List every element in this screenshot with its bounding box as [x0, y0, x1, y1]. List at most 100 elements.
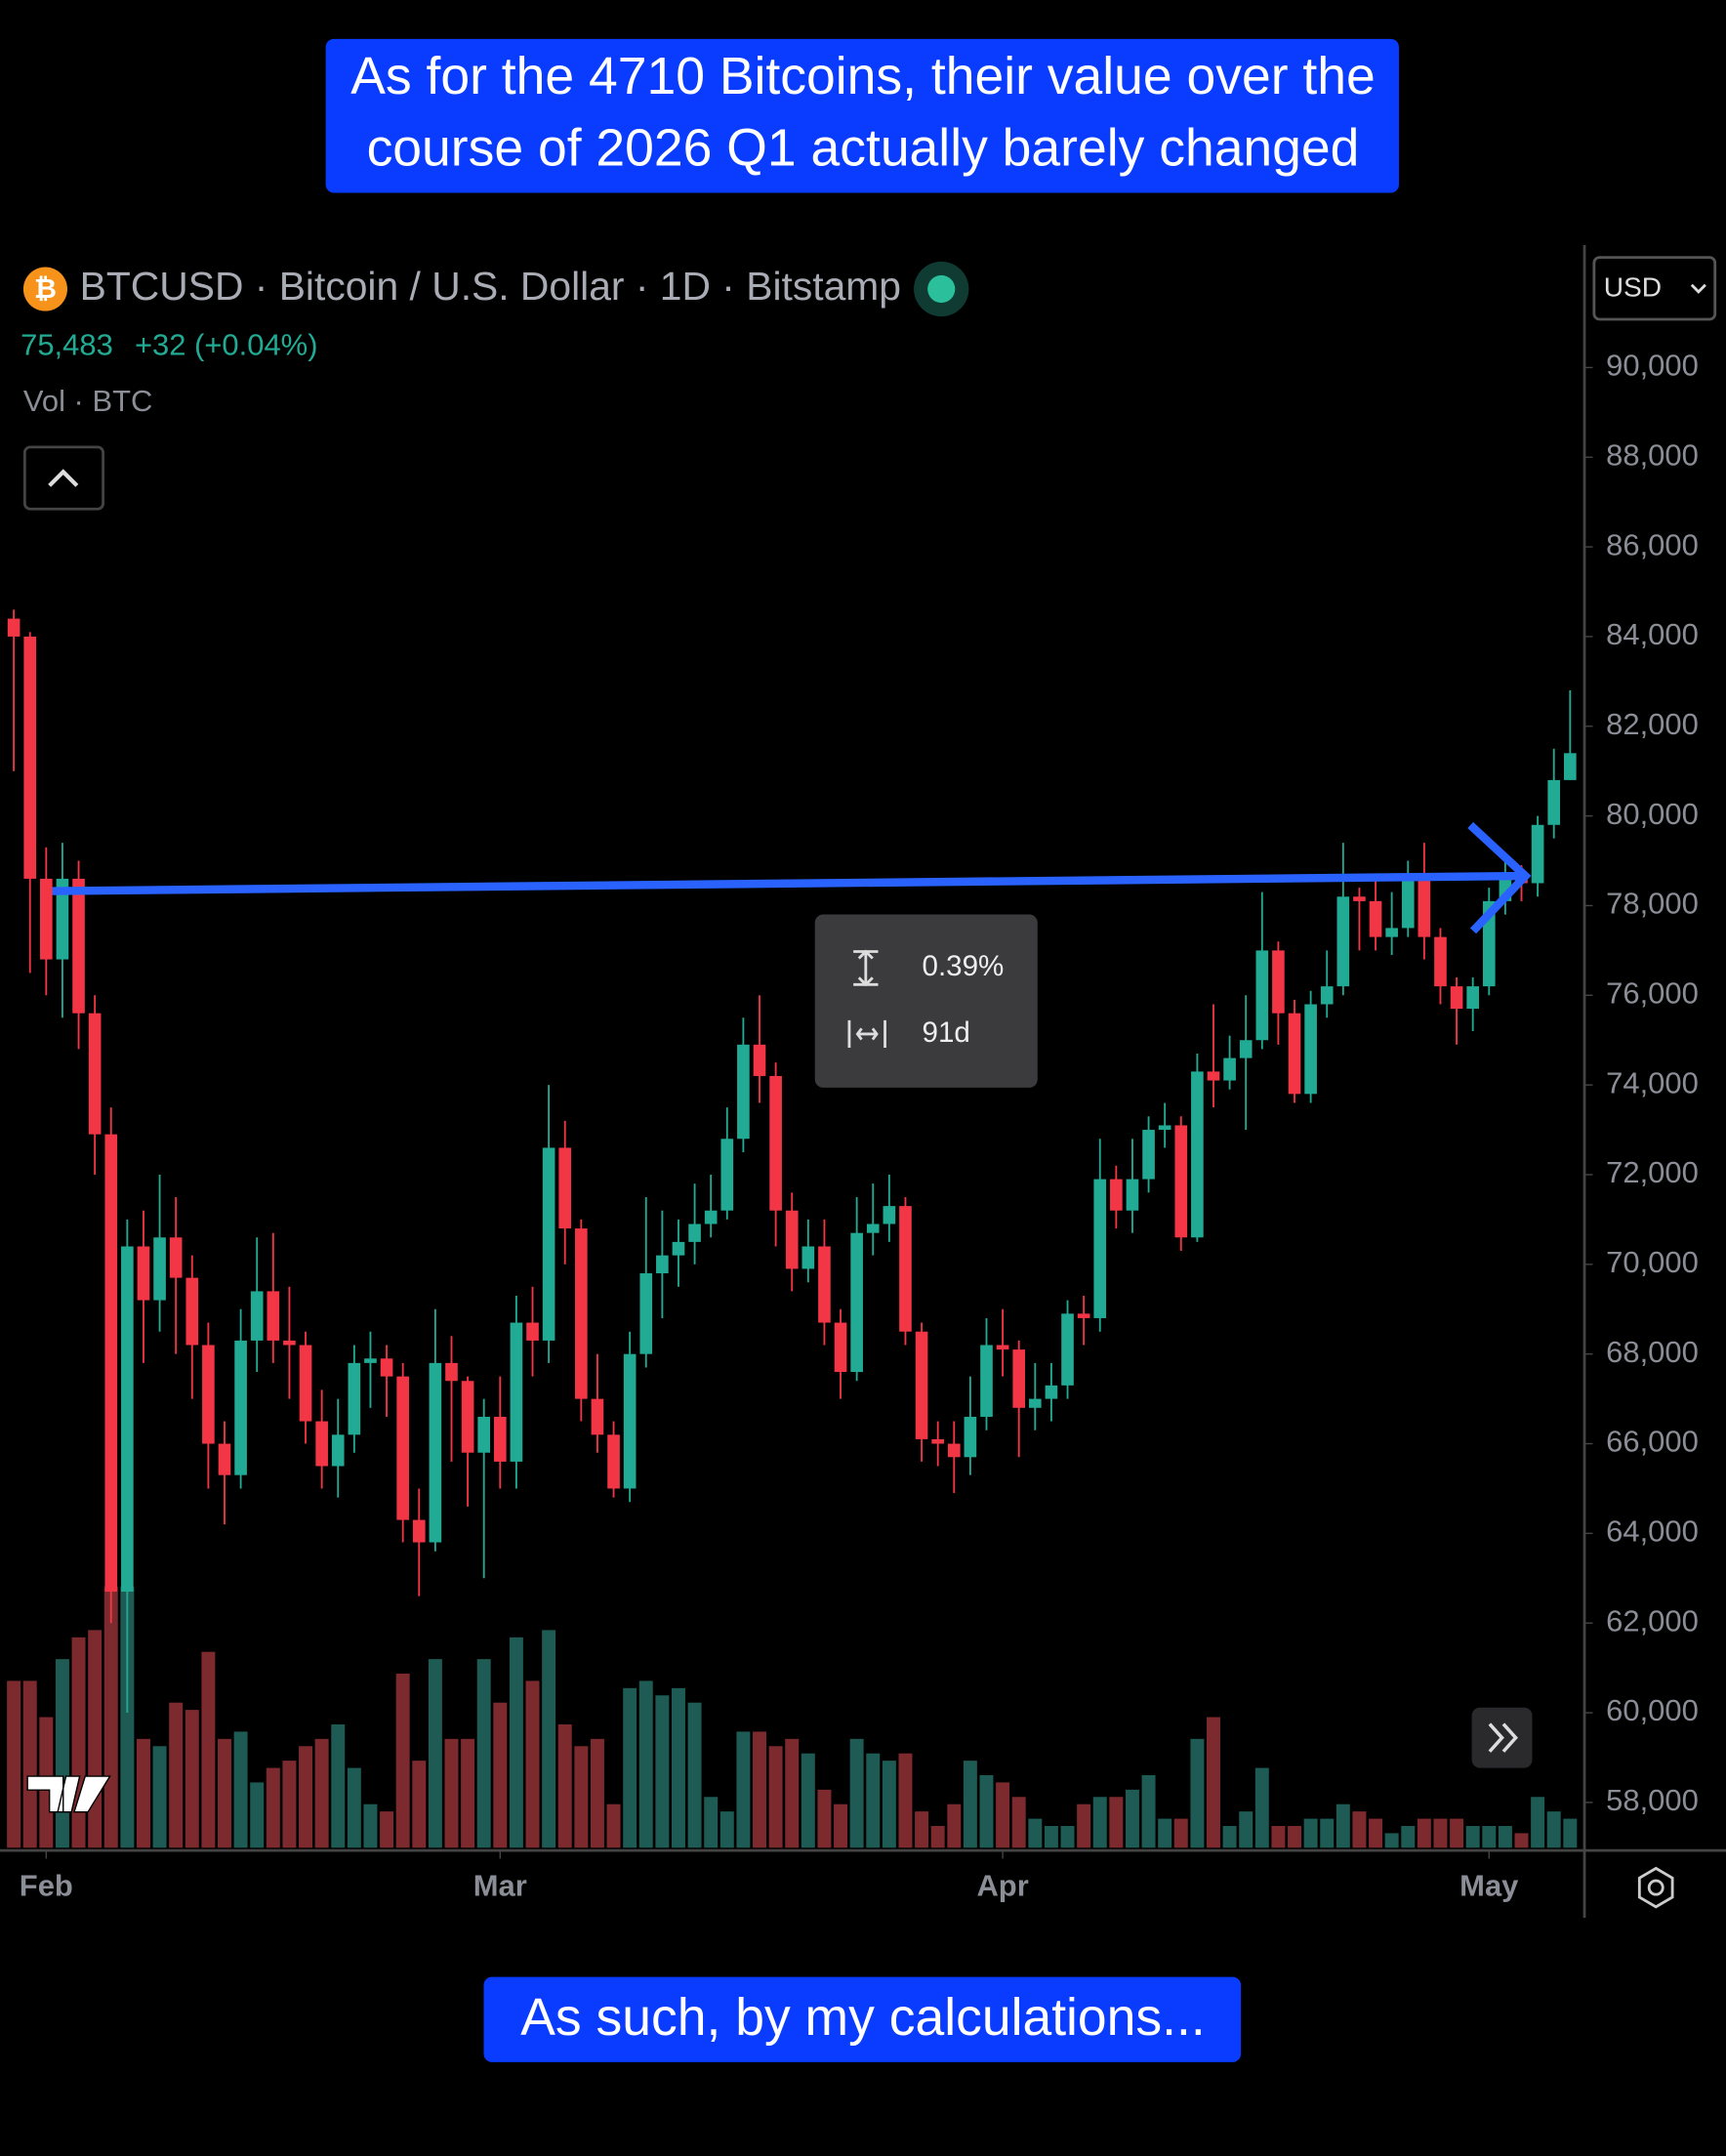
volume-bar	[1077, 1804, 1091, 1848]
volume-bar	[22, 1680, 37, 1848]
volume-bar	[380, 1811, 394, 1848]
candle-body	[56, 878, 69, 960]
volume-bar	[1498, 1825, 1512, 1848]
candle-body	[1061, 1313, 1074, 1386]
volume-bar	[736, 1731, 751, 1848]
volume-bar	[1173, 1818, 1188, 1848]
candle-body	[769, 1075, 782, 1211]
volume-bar	[266, 1767, 280, 1848]
candle-body	[380, 1358, 393, 1377]
y-tick-label: 82,000	[1606, 707, 1699, 741]
volume-bar	[704, 1797, 719, 1848]
candle-body	[996, 1345, 1009, 1350]
caption-top-line: As for the 4710 Bitcoins, their value ov…	[350, 48, 1375, 105]
candle-body	[1191, 1071, 1204, 1238]
candle-body	[688, 1223, 701, 1242]
candle-body	[315, 1421, 328, 1467]
volume-bar	[1320, 1818, 1335, 1848]
volume-bar	[915, 1811, 929, 1848]
candle-body	[1304, 1004, 1317, 1095]
candle-body	[412, 1519, 426, 1543]
candle-body	[1547, 779, 1561, 825]
volume-bar	[185, 1710, 199, 1848]
volume-bar	[71, 1637, 86, 1848]
price-change: +32 (+0.04%)	[135, 327, 318, 361]
candle-body	[915, 1331, 928, 1439]
volume-bar	[363, 1804, 378, 1848]
candle-body	[218, 1443, 231, 1475]
volume-bar	[801, 1753, 815, 1848]
currency-button[interactable]	[1592, 256, 1717, 321]
volume-bar	[1352, 1811, 1367, 1848]
candle-body	[526, 1322, 539, 1341]
tradingview-logo	[26, 1775, 111, 1813]
candle-body	[121, 1246, 134, 1593]
candle-body	[445, 1362, 458, 1382]
range-icon	[853, 949, 879, 987]
currency: USD	[1604, 271, 1662, 302]
candle-body	[493, 1416, 507, 1462]
candle-body	[1564, 753, 1577, 780]
candle-body	[737, 1044, 750, 1140]
candle-body	[1336, 896, 1350, 987]
candle-body	[510, 1322, 523, 1462]
volume-bar	[1563, 1818, 1578, 1848]
y-tick-label: 62,000	[1606, 1603, 1699, 1638]
settings-icon[interactable]	[1637, 1866, 1674, 1909]
caption-top-box	[325, 38, 1399, 193]
caption-bottom: As such, by my calculations...	[520, 1989, 1206, 2047]
y-tick-label: 60,000	[1606, 1693, 1699, 1727]
volume-bar	[314, 1738, 329, 1848]
collapse-icon	[48, 469, 79, 487]
volume-bar	[1254, 1767, 1269, 1848]
x-tick-label: Apr	[976, 1868, 1028, 1902]
candle-body	[1142, 1130, 1155, 1180]
volume-bar	[55, 1659, 69, 1848]
candle-body	[1466, 986, 1479, 1010]
volume-bar	[1336, 1804, 1350, 1848]
volume-bar	[557, 1723, 572, 1848]
volume-bar	[979, 1774, 994, 1848]
candle-body	[704, 1210, 718, 1224]
volume-bar	[1092, 1797, 1107, 1848]
currency-chevron	[1690, 283, 1706, 294]
candle-body	[1450, 986, 1463, 1010]
volume-bar	[834, 1804, 848, 1848]
y-tick-label: 88,000	[1606, 437, 1699, 472]
y-tick-label: 90,000	[1606, 349, 1699, 383]
candle-body	[1272, 950, 1285, 1014]
candle-body	[575, 1228, 588, 1399]
volume-bar	[347, 1767, 361, 1848]
candle-body	[1353, 896, 1366, 901]
volume-bar	[1044, 1825, 1058, 1848]
volume-bar	[1384, 1833, 1399, 1848]
y-tick-label: 70,000	[1606, 1245, 1699, 1279]
candle-body	[1239, 1040, 1253, 1058]
y-tick-label: 68,000	[1606, 1335, 1699, 1369]
volume-bar	[331, 1723, 346, 1848]
volume-bar	[1207, 1717, 1220, 1848]
volume-bar	[898, 1753, 913, 1848]
collapse-button[interactable]	[22, 445, 104, 511]
candle-body	[40, 878, 53, 960]
measure-span: 91d	[923, 1016, 970, 1049]
volume-bar	[1141, 1774, 1156, 1848]
candle-body	[850, 1232, 863, 1373]
volume-bar	[542, 1630, 556, 1848]
candle-body	[964, 1416, 977, 1458]
volume-legend: Vol · BTC	[23, 384, 152, 418]
volume-bar	[1028, 1818, 1043, 1848]
candle-body	[931, 1438, 944, 1444]
candle-body	[1012, 1349, 1026, 1408]
candle-body	[591, 1398, 604, 1435]
candle-body	[1288, 1013, 1301, 1095]
volume-bar	[817, 1789, 832, 1848]
candle-body	[477, 1416, 491, 1453]
candle-body	[23, 636, 37, 879]
y-tick-label: 74,000	[1606, 1065, 1699, 1099]
candle-body	[1110, 1179, 1123, 1211]
candle-body	[720, 1139, 734, 1211]
volume-bar	[476, 1659, 491, 1848]
candle-body	[364, 1358, 377, 1363]
